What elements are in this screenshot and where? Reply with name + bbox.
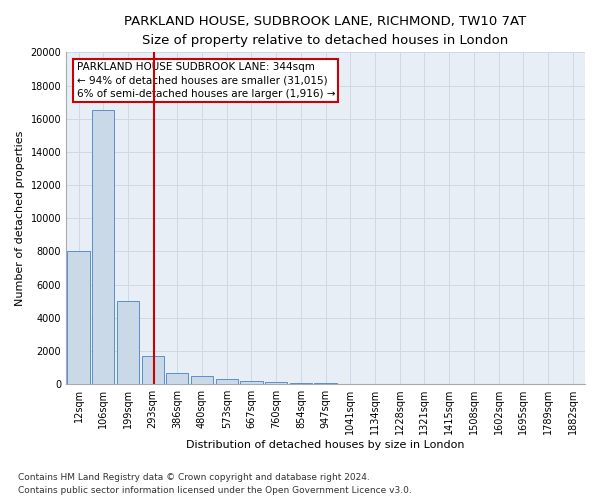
- Y-axis label: Number of detached properties: Number of detached properties: [15, 130, 25, 306]
- Bar: [67, 250, 89, 384]
- Bar: [191, 376, 213, 384]
- Bar: [117, 301, 139, 384]
- Bar: [290, 383, 312, 384]
- X-axis label: Distribution of detached houses by size in London: Distribution of detached houses by size …: [187, 440, 465, 450]
- Bar: [265, 382, 287, 384]
- Bar: [241, 381, 263, 384]
- Bar: [166, 373, 188, 384]
- Bar: [92, 110, 115, 384]
- Title: PARKLAND HOUSE, SUDBROOK LANE, RICHMOND, TW10 7AT
Size of property relative to d: PARKLAND HOUSE, SUDBROOK LANE, RICHMOND,…: [124, 15, 527, 47]
- Bar: [215, 380, 238, 384]
- Text: Contains HM Land Registry data © Crown copyright and database right 2024.
Contai: Contains HM Land Registry data © Crown c…: [18, 474, 412, 495]
- Text: PARKLAND HOUSE SUDBROOK LANE: 344sqm
← 94% of detached houses are smaller (31,01: PARKLAND HOUSE SUDBROOK LANE: 344sqm ← 9…: [77, 62, 335, 98]
- Bar: [142, 356, 164, 384]
